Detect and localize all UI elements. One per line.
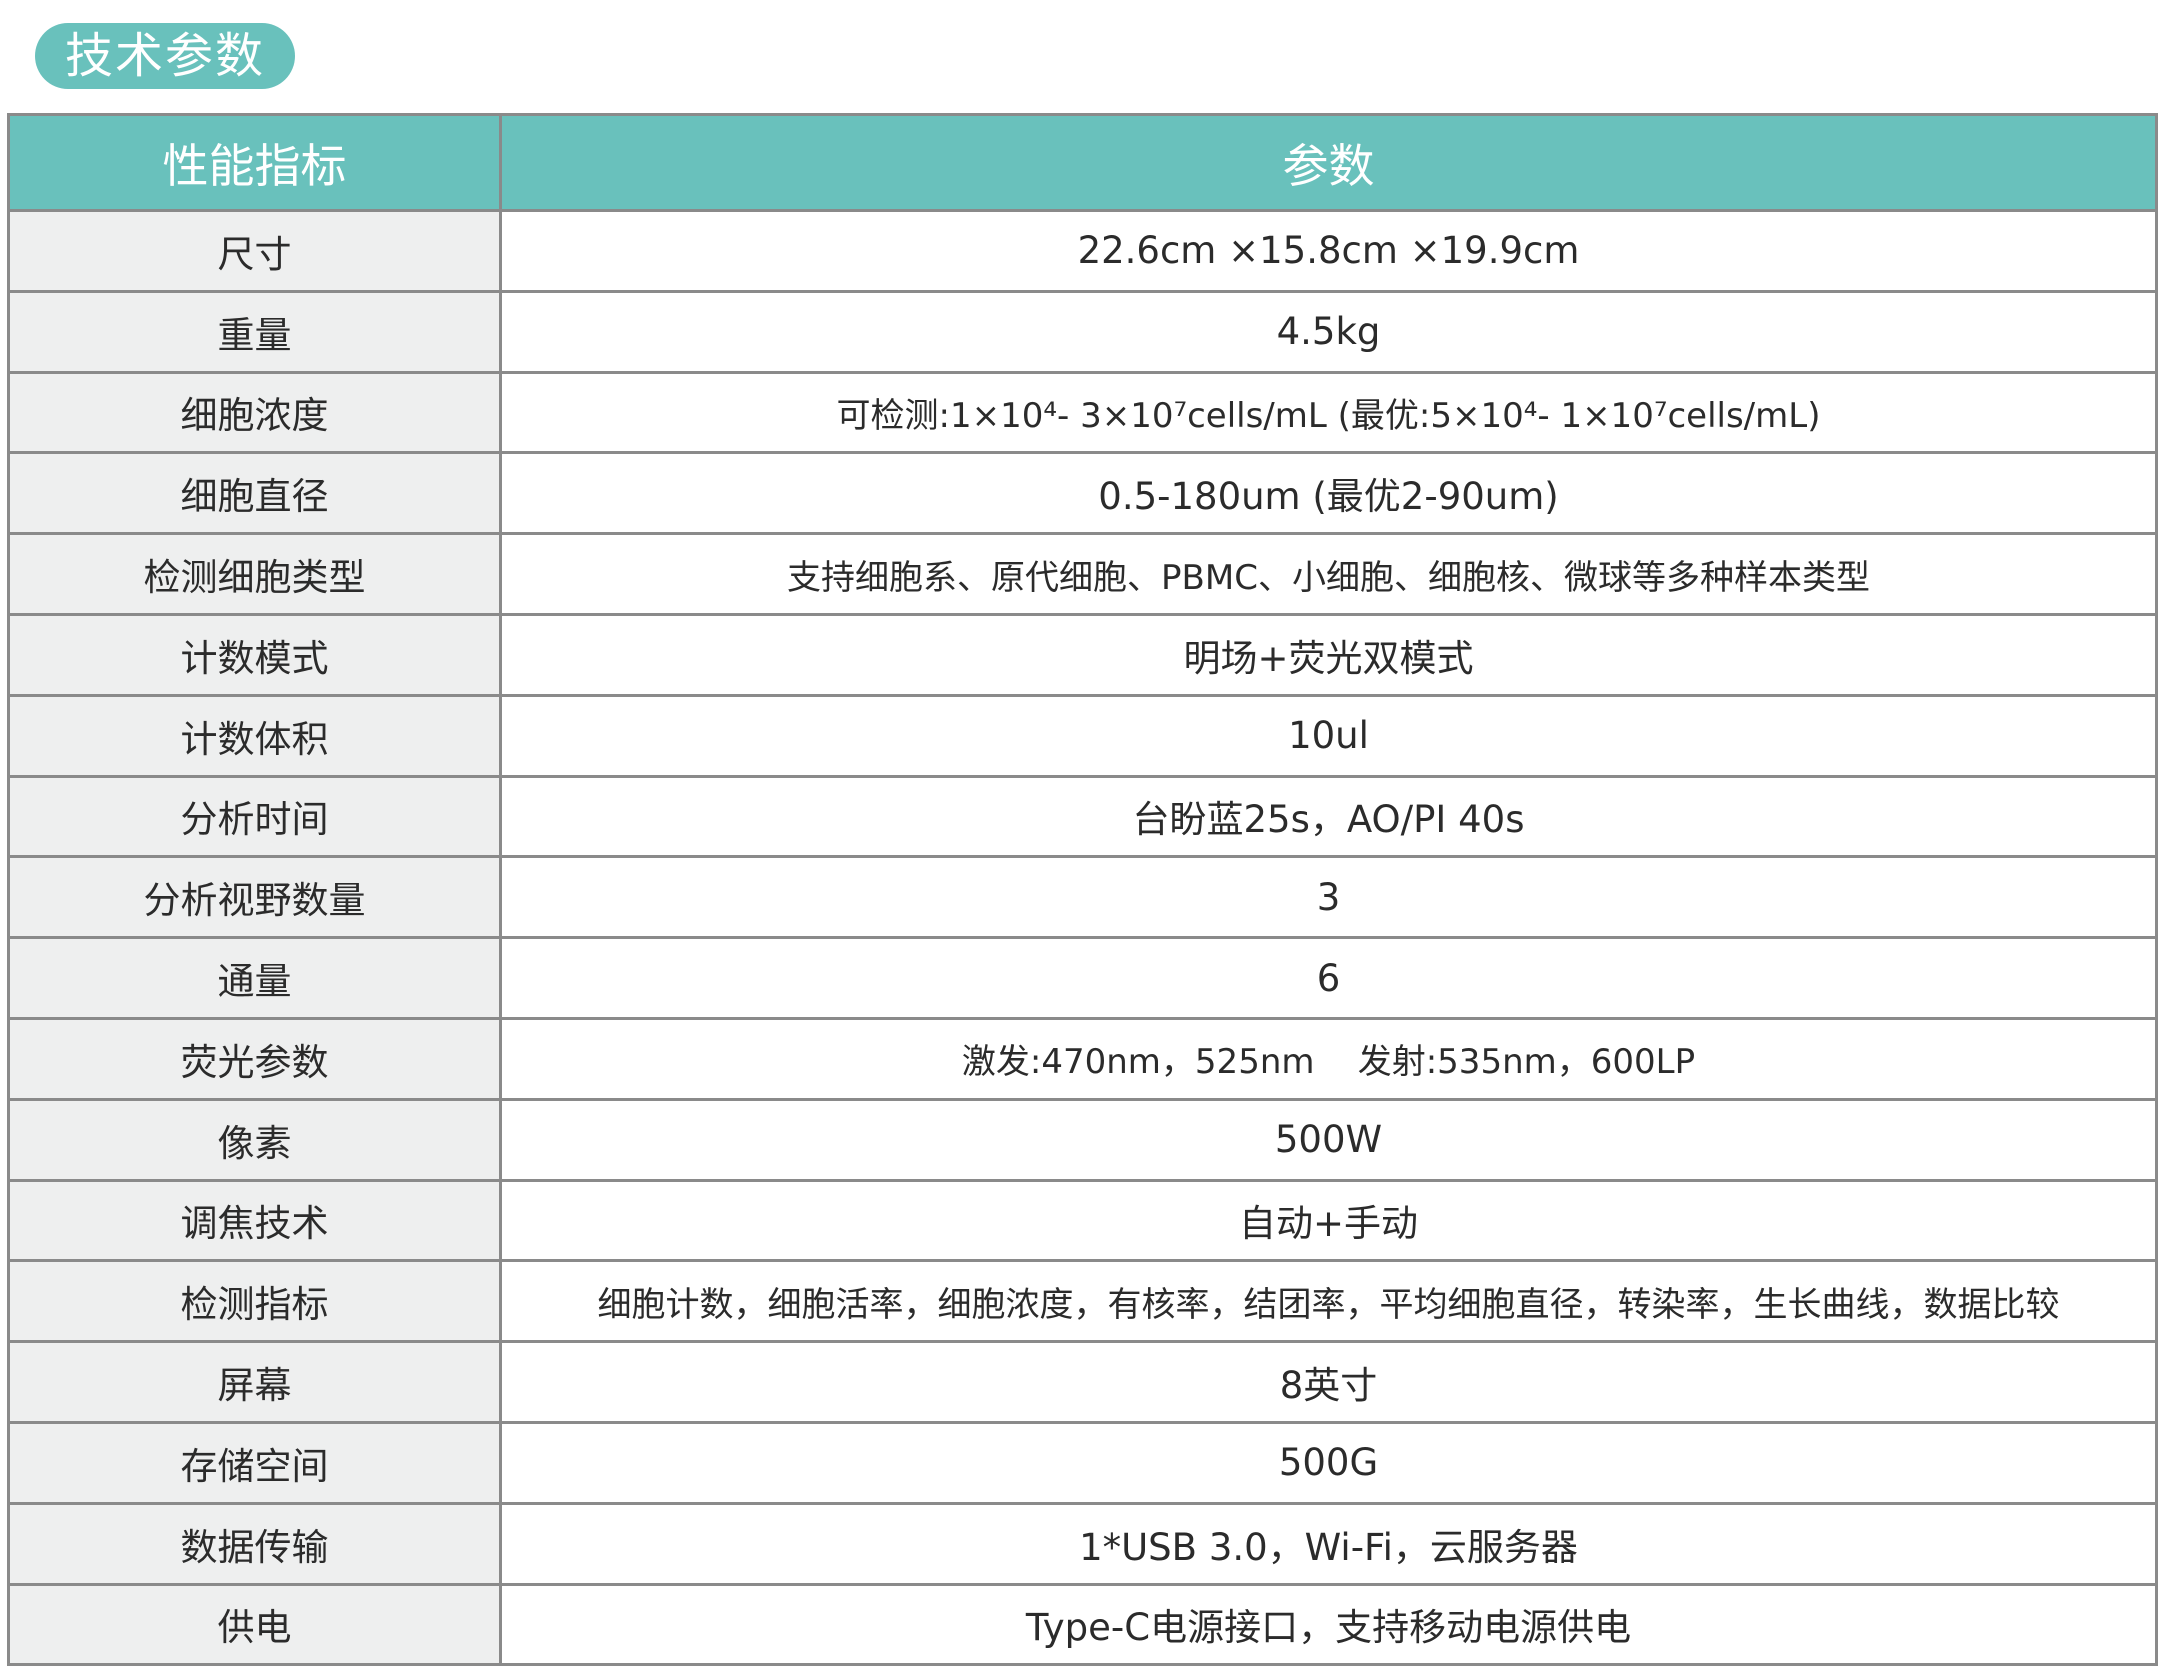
table-row: 屏幕 8英寸 [7,1340,2158,1424]
table-row: 数据传输 1*USB 3.0，Wi-Fi，云服务器 [7,1501,2158,1586]
spec-value: 3 [499,855,2158,940]
spec-label: 细胞直径 [7,451,502,536]
section-title-badge: 技术参数 [35,23,295,89]
spec-label: 分析时间 [7,774,502,859]
spec-value: 可检测:1×10⁴- 3×10⁷cells/mL (最优:5×10⁴- 1×10… [499,370,2158,455]
spec-value: 激发:470nm，525nm 发射:535nm，600LP [499,1016,2158,1101]
spec-label: 细胞浓度 [7,370,502,455]
spec-label: 尺寸 [7,209,502,293]
spec-value: 22.6cm ×15.8cm ×19.9cm [499,209,2158,293]
table-row: 尺寸 22.6cm ×15.8cm ×19.9cm [7,209,2158,293]
spec-value: 明场+荧光双模式 [499,612,2158,697]
spec-value: 1*USB 3.0，Wi-Fi，云服务器 [499,1501,2158,1586]
spec-value: Type-C电源接口，支持移动电源供电 [499,1582,2158,1667]
spec-label: 荧光参数 [7,1016,502,1101]
spec-label: 通量 [7,936,502,1020]
spec-label: 调焦技术 [7,1178,502,1263]
header-parameter: 参数 [499,113,2158,212]
table-row: 像素 500W [7,1097,2158,1182]
table-row: 细胞直径 0.5-180um (最优2-90um) [7,451,2158,536]
table-row: 调焦技术 自动+手动 [7,1178,2158,1263]
spec-label: 存储空间 [7,1420,502,1505]
table-header-row: 性能指标 参数 [7,113,2158,212]
spec-value: 10ul [499,693,2158,778]
spec-value: 台盼蓝25s，AO/PI 40s [499,774,2158,859]
table-row: 重量 4.5kg [7,289,2158,374]
spec-value: 细胞计数，细胞活率，细胞浓度，有核率，结团率，平均细胞直径，转染率，生长曲线，数… [499,1259,2158,1344]
spec-label: 像素 [7,1097,502,1182]
spec-value: 0.5-180um (最优2-90um) [499,451,2158,536]
spec-label: 计数体积 [7,693,502,778]
spec-value: 支持细胞系、原代细胞、PBMC、小细胞、细胞核、微球等多种样本类型 [499,532,2158,616]
spec-value: 6 [499,936,2158,1020]
spec-value: 500G [499,1420,2158,1505]
spec-label: 检测指标 [7,1259,502,1344]
table-row: 分析时间 台盼蓝25s，AO/PI 40s [7,774,2158,859]
header-metric: 性能指标 [7,113,502,212]
table-row: 分析视野数量 3 [7,855,2158,940]
spec-label: 屏幕 [7,1340,502,1424]
spec-label: 重量 [7,289,502,374]
spec-label: 检测细胞类型 [7,532,502,616]
table-row: 存储空间 500G [7,1420,2158,1505]
spec-label: 供电 [7,1582,502,1667]
table-row: 计数模式 明场+荧光双模式 [7,612,2158,697]
spec-value: 自动+手动 [499,1178,2158,1263]
table-row: 检测指标 细胞计数，细胞活率，细胞浓度，有核率，结团率，平均细胞直径，转染率，生长… [7,1259,2158,1344]
table-row: 细胞浓度 可检测:1×10⁴- 3×10⁷cells/mL (最优:5×10⁴- … [7,370,2158,455]
spec-value: 8英寸 [499,1340,2158,1424]
table-row: 供电 Type-C电源接口，支持移动电源供电 [7,1582,2158,1667]
spec-label: 计数模式 [7,612,502,697]
spec-value: 4.5kg [499,289,2158,374]
spec-value: 500W [499,1097,2158,1182]
table-row: 检测细胞类型 支持细胞系、原代细胞、PBMC、小细胞、细胞核、微球等多种样本类型 [7,532,2158,616]
table-row: 通量 6 [7,936,2158,1020]
spec-label: 数据传输 [7,1501,502,1586]
spec-table: 性能指标 参数 尺寸 22.6cm ×15.8cm ×19.9cm 重量 4.5kg 细… [7,113,2158,1667]
table-row: 计数体积 10ul [7,693,2158,778]
spec-label: 分析视野数量 [7,855,502,940]
table-row: 荧光参数 激发:470nm，525nm 发射:535nm，600LP [7,1016,2158,1101]
